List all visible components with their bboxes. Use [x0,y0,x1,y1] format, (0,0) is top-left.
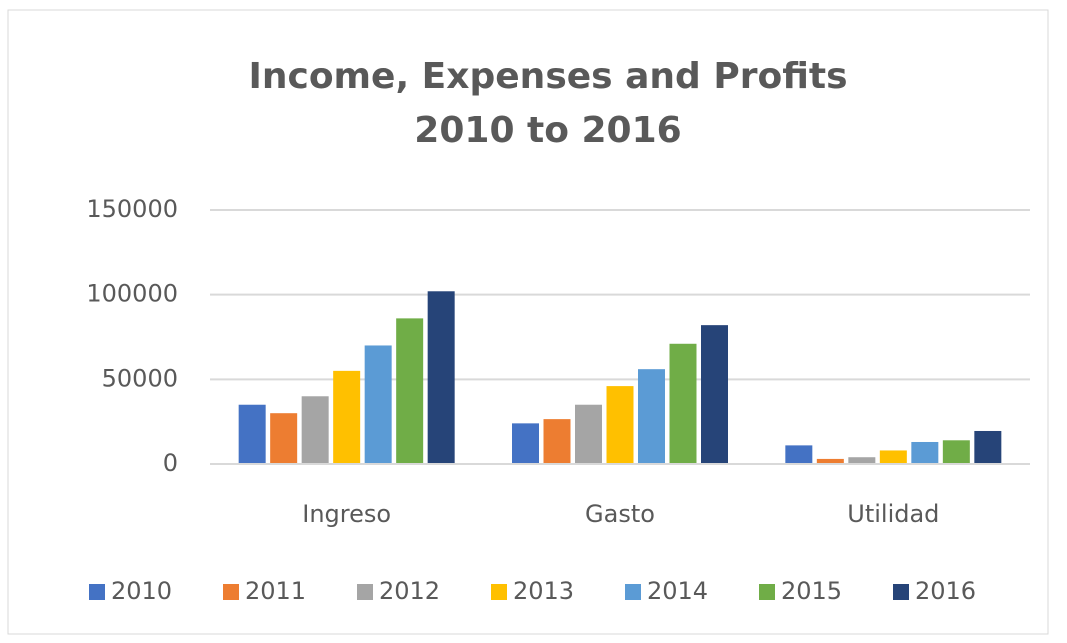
y-tick-label: 0 [163,449,178,477]
bar [848,457,876,464]
legend-swatch [357,584,373,600]
bar [238,404,266,464]
bar [911,441,939,464]
bar [270,413,298,464]
x-tick-label: Utilidad [847,500,939,528]
chart-title: 2010 to 2016 [414,110,681,151]
legend-swatch [893,584,909,600]
bar [512,423,539,464]
bar [701,325,728,464]
legend-label: 2016 [915,577,976,605]
bar [942,440,970,464]
bar [669,343,697,464]
legend-swatch [759,584,775,600]
legend-label: 2014 [647,577,708,605]
bar [606,386,634,464]
bar [879,450,907,464]
bar [543,419,571,464]
bar [364,345,392,464]
bar [333,370,361,464]
x-tick-label: Gasto [585,500,655,528]
legend-swatch [89,584,105,600]
legend-label: 2011 [245,577,306,605]
bar [301,396,329,464]
legend-label: 2012 [379,577,440,605]
legend-swatch [625,584,641,600]
y-tick-label: 100000 [86,280,178,308]
legend-swatch [491,584,507,600]
legend-swatch [223,584,239,600]
bar [396,318,424,464]
bar [638,369,665,464]
bar [427,291,455,464]
chart-frame [7,9,1049,635]
legend-label: 2013 [513,577,574,605]
chart-title: Income, Expenses and Profits [248,56,847,97]
legend-label: 2015 [781,577,842,605]
y-tick-label: 50000 [102,364,178,392]
bar [575,404,602,464]
legend-label: 2010 [111,577,172,605]
y-tick-label: 150000 [86,195,178,223]
x-tick-label: Ingreso [302,500,391,528]
bar [785,445,813,464]
bar [816,458,844,464]
bar [974,430,1002,464]
